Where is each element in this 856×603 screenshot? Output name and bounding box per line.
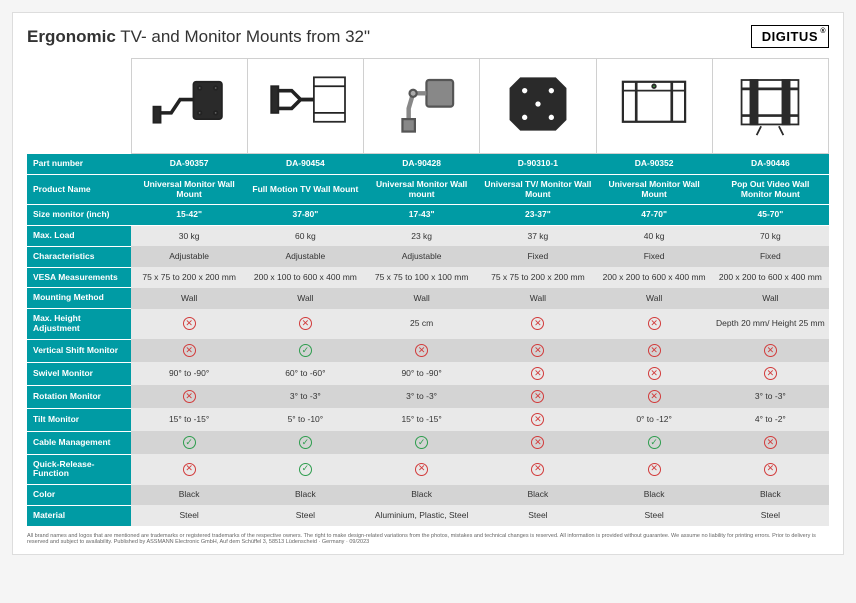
product-image: [480, 59, 596, 154]
product-image: [712, 59, 828, 154]
check-icon: ✓: [299, 436, 312, 449]
x-icon: ✕: [531, 463, 544, 476]
product-image: [131, 59, 247, 154]
check-icon: ✓: [415, 436, 428, 449]
row-vshift: Vertical Shift Monitor ✕✓✕ ✕✕✕: [27, 339, 829, 362]
row-mounting: Mounting Method WallWallWall WallWallWal…: [27, 288, 829, 309]
row-material: Material SteelSteelAluminium, Plastic, S…: [27, 505, 829, 526]
check-icon: ✓: [648, 436, 661, 449]
x-icon: ✕: [764, 463, 777, 476]
row-characteristics: Characteristics AdjustableAdjustableAdju…: [27, 246, 829, 267]
x-icon: ✕: [531, 413, 544, 426]
row-part-number: Part number DA-90357DA-90454DA-90428 D-9…: [27, 154, 829, 175]
row-vesa: VESA Measurements 75 x 75 to 200 x 200 m…: [27, 267, 829, 288]
x-icon: ✕: [183, 317, 196, 330]
check-icon: ✓: [299, 344, 312, 357]
x-icon: ✕: [531, 390, 544, 403]
x-icon: ✕: [648, 344, 661, 357]
x-icon: ✕: [648, 367, 661, 380]
row-size: Size monitor (inch) 15-42"37-80"17-43" 2…: [27, 205, 829, 226]
x-icon: ✕: [648, 463, 661, 476]
row-quick-release: Quick-Release-Function ✕✓✕ ✕✕✕: [27, 454, 829, 485]
row-max-height: Max. Height Adjustment ✕✕25 cm ✕✕Depth 2…: [27, 309, 829, 340]
x-icon: ✕: [415, 463, 428, 476]
row-product-name: Product Name Universal Monitor Wall Moun…: [27, 174, 829, 205]
row-max-load: Max. Load 30 kg60 kg23 kg 37 kg40 kg70 k…: [27, 226, 829, 247]
x-icon: ✕: [764, 436, 777, 449]
x-icon: ✕: [531, 436, 544, 449]
x-icon: ✕: [648, 390, 661, 403]
x-icon: ✕: [415, 344, 428, 357]
page-title: Ergonomic TV- and Monitor Mounts from 32…: [27, 27, 370, 47]
row-tilt: Tilt Monitor 15° to -15°5° to -10°15° to…: [27, 408, 829, 431]
check-icon: ✓: [299, 463, 312, 476]
product-image: [596, 59, 712, 154]
x-icon: ✕: [531, 317, 544, 330]
row-color: Color BlackBlackBlack BlackBlackBlack: [27, 485, 829, 506]
comparison-page: Ergonomic TV- and Monitor Mounts from 32…: [12, 12, 844, 555]
row-rotation: Rotation Monitor ✕3° to -3°3° to -3° ✕✕3…: [27, 385, 829, 408]
legal-footer: All brand names and logos that are menti…: [27, 533, 829, 546]
row-swivel: Swivel Monitor 90° to -90°60° to -60°90°…: [27, 362, 829, 385]
comparison-table: Part number DA-90357DA-90454DA-90428 D-9…: [27, 58, 829, 527]
x-icon: ✕: [764, 367, 777, 380]
x-icon: ✕: [299, 317, 312, 330]
x-icon: ✕: [183, 463, 196, 476]
x-icon: ✕: [648, 317, 661, 330]
brand-logo: DIGITUS®: [751, 25, 829, 48]
product-image: [364, 59, 480, 154]
x-icon: ✕: [531, 367, 544, 380]
image-row: [27, 59, 829, 154]
x-icon: ✕: [764, 344, 777, 357]
page-header: Ergonomic TV- and Monitor Mounts from 32…: [27, 25, 829, 48]
check-icon: ✓: [183, 436, 196, 449]
x-icon: ✕: [183, 390, 196, 403]
product-image: [247, 59, 363, 154]
x-icon: ✕: [531, 344, 544, 357]
x-icon: ✕: [183, 344, 196, 357]
row-cable: Cable Management ✓✓✓ ✕✓✕: [27, 431, 829, 454]
